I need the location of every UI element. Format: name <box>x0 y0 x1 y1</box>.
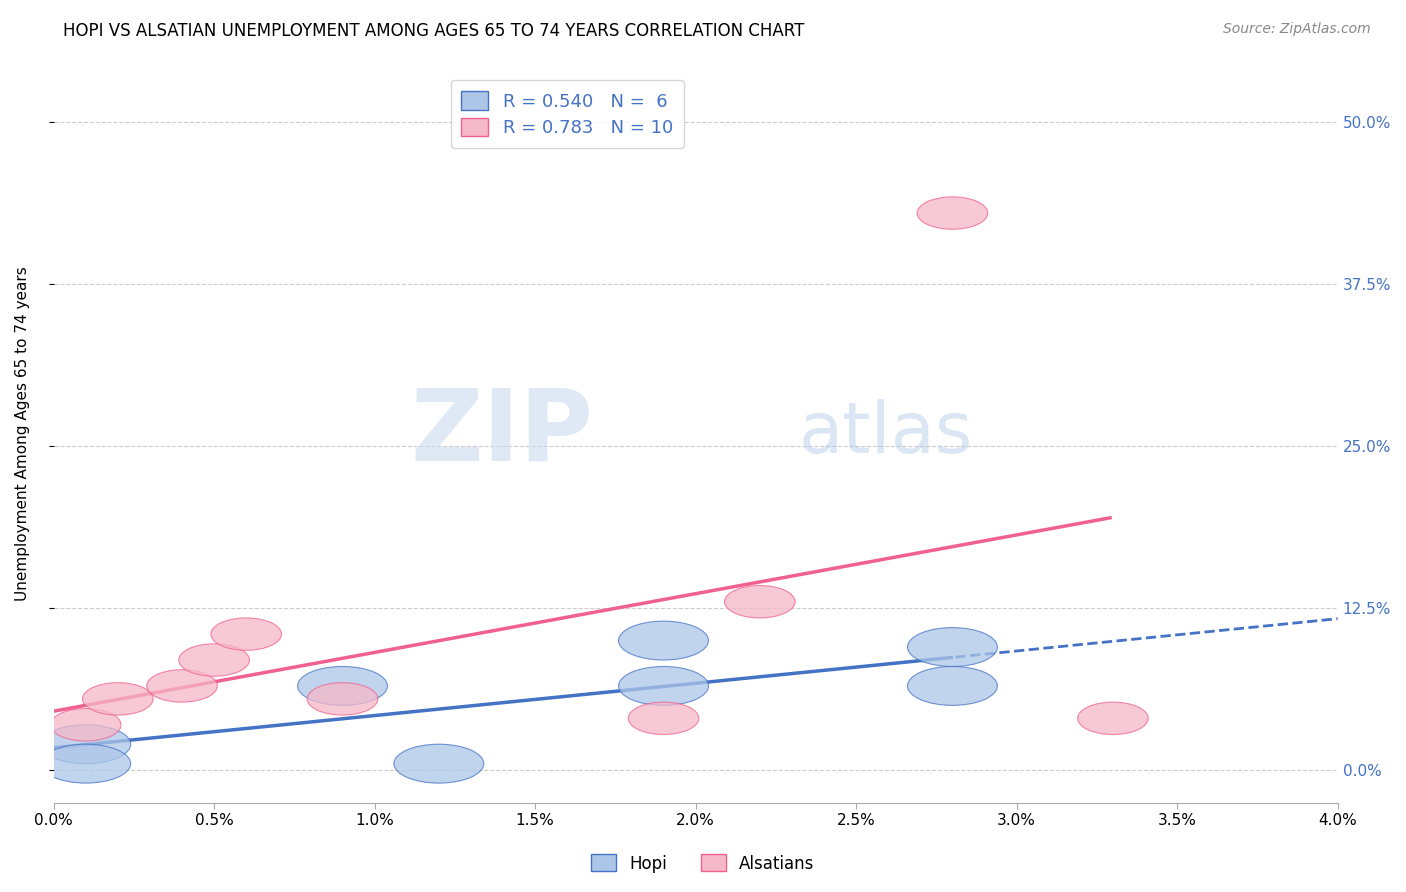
Ellipse shape <box>724 585 796 618</box>
Legend: Hopi, Alsatians: Hopi, Alsatians <box>585 847 821 880</box>
Text: Source: ZipAtlas.com: Source: ZipAtlas.com <box>1223 22 1371 37</box>
Ellipse shape <box>146 670 218 702</box>
Text: ZIP: ZIP <box>411 384 593 482</box>
Ellipse shape <box>619 621 709 660</box>
Ellipse shape <box>83 682 153 715</box>
Ellipse shape <box>179 644 249 676</box>
Ellipse shape <box>1077 702 1149 734</box>
Ellipse shape <box>394 744 484 783</box>
Ellipse shape <box>307 682 378 715</box>
Ellipse shape <box>907 666 997 706</box>
Ellipse shape <box>619 666 709 706</box>
Y-axis label: Unemployment Among Ages 65 to 74 years: Unemployment Among Ages 65 to 74 years <box>15 266 30 600</box>
Text: atlas: atlas <box>799 399 973 467</box>
Ellipse shape <box>917 197 988 229</box>
Ellipse shape <box>298 666 388 706</box>
Ellipse shape <box>907 628 997 666</box>
Ellipse shape <box>211 618 281 650</box>
Ellipse shape <box>628 702 699 734</box>
Ellipse shape <box>41 744 131 783</box>
Text: HOPI VS ALSATIAN UNEMPLOYMENT AMONG AGES 65 TO 74 YEARS CORRELATION CHART: HOPI VS ALSATIAN UNEMPLOYMENT AMONG AGES… <box>63 22 804 40</box>
Ellipse shape <box>41 725 131 764</box>
Legend: R = 0.540   N =  6, R = 0.783   N = 10: R = 0.540 N = 6, R = 0.783 N = 10 <box>450 80 683 148</box>
Ellipse shape <box>51 708 121 741</box>
